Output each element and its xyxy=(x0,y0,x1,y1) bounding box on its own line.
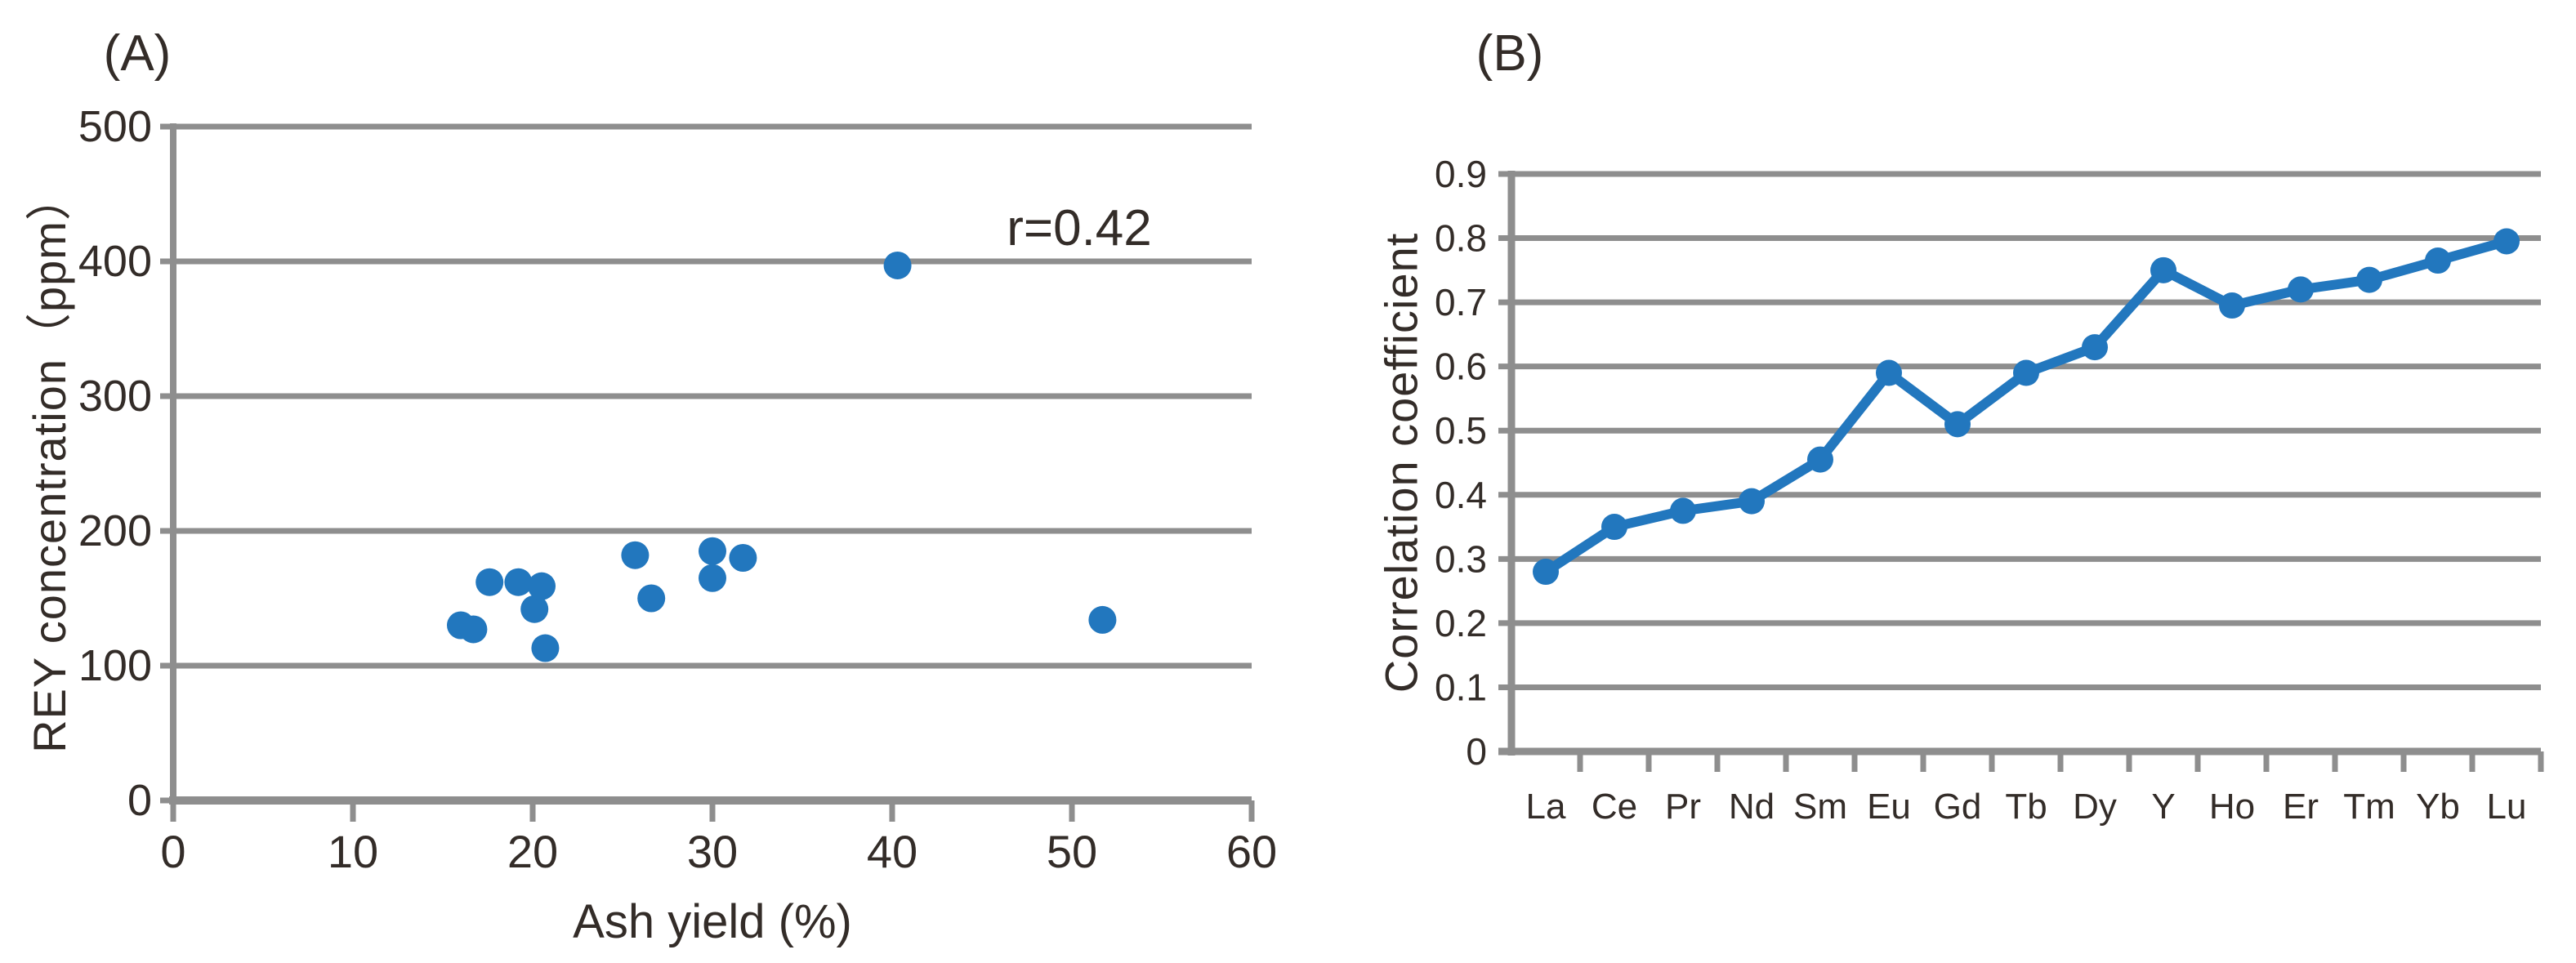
scatter-point xyxy=(699,537,726,565)
a-y-axis-title: REY concentration（ppm） xyxy=(23,174,75,753)
b-y-axis-title-wrap: Correlation coefficient xyxy=(1354,174,1449,751)
b-y-tick-label: 0.4 xyxy=(1435,474,1487,516)
data-point-marker xyxy=(2082,334,2108,361)
b-y-tick-label: 0.9 xyxy=(1435,153,1487,195)
b-x-category-label: Ce xyxy=(1592,787,1637,827)
data-point-marker xyxy=(1944,411,1971,438)
b-y-tick-label: 0.7 xyxy=(1435,281,1487,323)
scatter-point xyxy=(475,568,504,596)
data-point-marker xyxy=(2493,228,2520,255)
b-y-tick-label: 0.8 xyxy=(1435,217,1487,260)
b-x-category-label: Nd xyxy=(1729,787,1775,827)
a-y-axis-title-wrap: REY concentration（ppm） xyxy=(0,127,92,800)
b-x-category-label: Er xyxy=(2283,787,2319,827)
data-point-marker xyxy=(1533,559,1559,586)
b-x-category-label: Eu xyxy=(1867,787,1911,827)
data-point-marker xyxy=(2425,247,2451,274)
b-x-category-label: La xyxy=(1526,787,1566,827)
a-x-tick-label: 40 xyxy=(867,826,917,877)
panel-label-b: (B) xyxy=(1476,25,1544,82)
b-y-tick-label: 0.2 xyxy=(1435,602,1487,644)
a-y-tick-label: 300 xyxy=(78,372,152,421)
data-point-marker xyxy=(1739,488,1765,515)
b-y-tick-label: 0.1 xyxy=(1435,666,1487,708)
data-point-marker xyxy=(2219,292,2245,319)
data-point-marker xyxy=(1807,446,1833,473)
data-point-marker xyxy=(2356,266,2382,293)
b-x-category-label: Dy xyxy=(2073,787,2117,827)
scatter-point xyxy=(531,634,560,662)
a-y-tick-label: 400 xyxy=(78,237,152,286)
a-x-tick-label: 50 xyxy=(1047,826,1097,877)
b-x-category-label: Pr xyxy=(1665,787,1701,827)
scatter-point xyxy=(520,595,549,623)
b-x-category-label: Tb xyxy=(2005,787,2047,827)
a-y-tick-label: 100 xyxy=(78,641,152,690)
b-x-category-label: Tm xyxy=(2343,787,2395,827)
a-x-tick-label: 60 xyxy=(1226,826,1277,877)
a-x-tick-label: 0 xyxy=(160,826,185,877)
scatter-point xyxy=(504,568,533,596)
b-x-category-label: Yb xyxy=(2416,787,2460,827)
scatter-point xyxy=(883,251,912,279)
data-point-marker xyxy=(2288,276,2314,303)
correlation-annotation: r=0.42 xyxy=(1007,200,1152,256)
b-y-tick-label: 0.5 xyxy=(1435,409,1487,452)
panel-label-a: (A) xyxy=(103,25,172,82)
scatter-point xyxy=(699,564,726,592)
b-x-category-label: Sm xyxy=(1793,787,1847,827)
data-point-marker xyxy=(1601,514,1627,541)
scatter-point xyxy=(459,615,488,644)
a-x-tick-label: 10 xyxy=(328,826,378,877)
b-y-tick-label: 0 xyxy=(1466,730,1487,773)
scatter-point xyxy=(637,584,666,613)
scatter-point xyxy=(621,541,650,569)
a-x-tick-label: 20 xyxy=(507,826,558,877)
b-y-axis-title: Correlation coefficient xyxy=(1375,232,1427,693)
a-y-tick-label: 0 xyxy=(127,776,152,825)
data-point-marker xyxy=(1876,359,1902,386)
data-point-marker xyxy=(1670,497,1696,524)
b-y-tick-label: 0.6 xyxy=(1435,346,1487,388)
data-point-marker xyxy=(2013,359,2039,386)
a-x-tick-label: 30 xyxy=(687,826,738,877)
b-x-category-label: Ho xyxy=(2209,787,2255,827)
b-y-tick-label: 0.3 xyxy=(1435,537,1487,580)
scatter-point xyxy=(1088,605,1117,634)
scatter-point xyxy=(729,544,757,572)
b-x-category-label: Lu xyxy=(2487,787,2527,827)
scatter-point xyxy=(528,572,556,600)
b-x-category-label: Gd xyxy=(1934,787,1982,827)
a-y-tick-label: 500 xyxy=(78,102,152,151)
a-x-axis-title: Ash yield (%) xyxy=(573,895,852,948)
a-y-tick-label: 200 xyxy=(78,506,152,555)
data-point-marker xyxy=(2150,256,2176,283)
b-x-category-label: Y xyxy=(2151,787,2175,827)
